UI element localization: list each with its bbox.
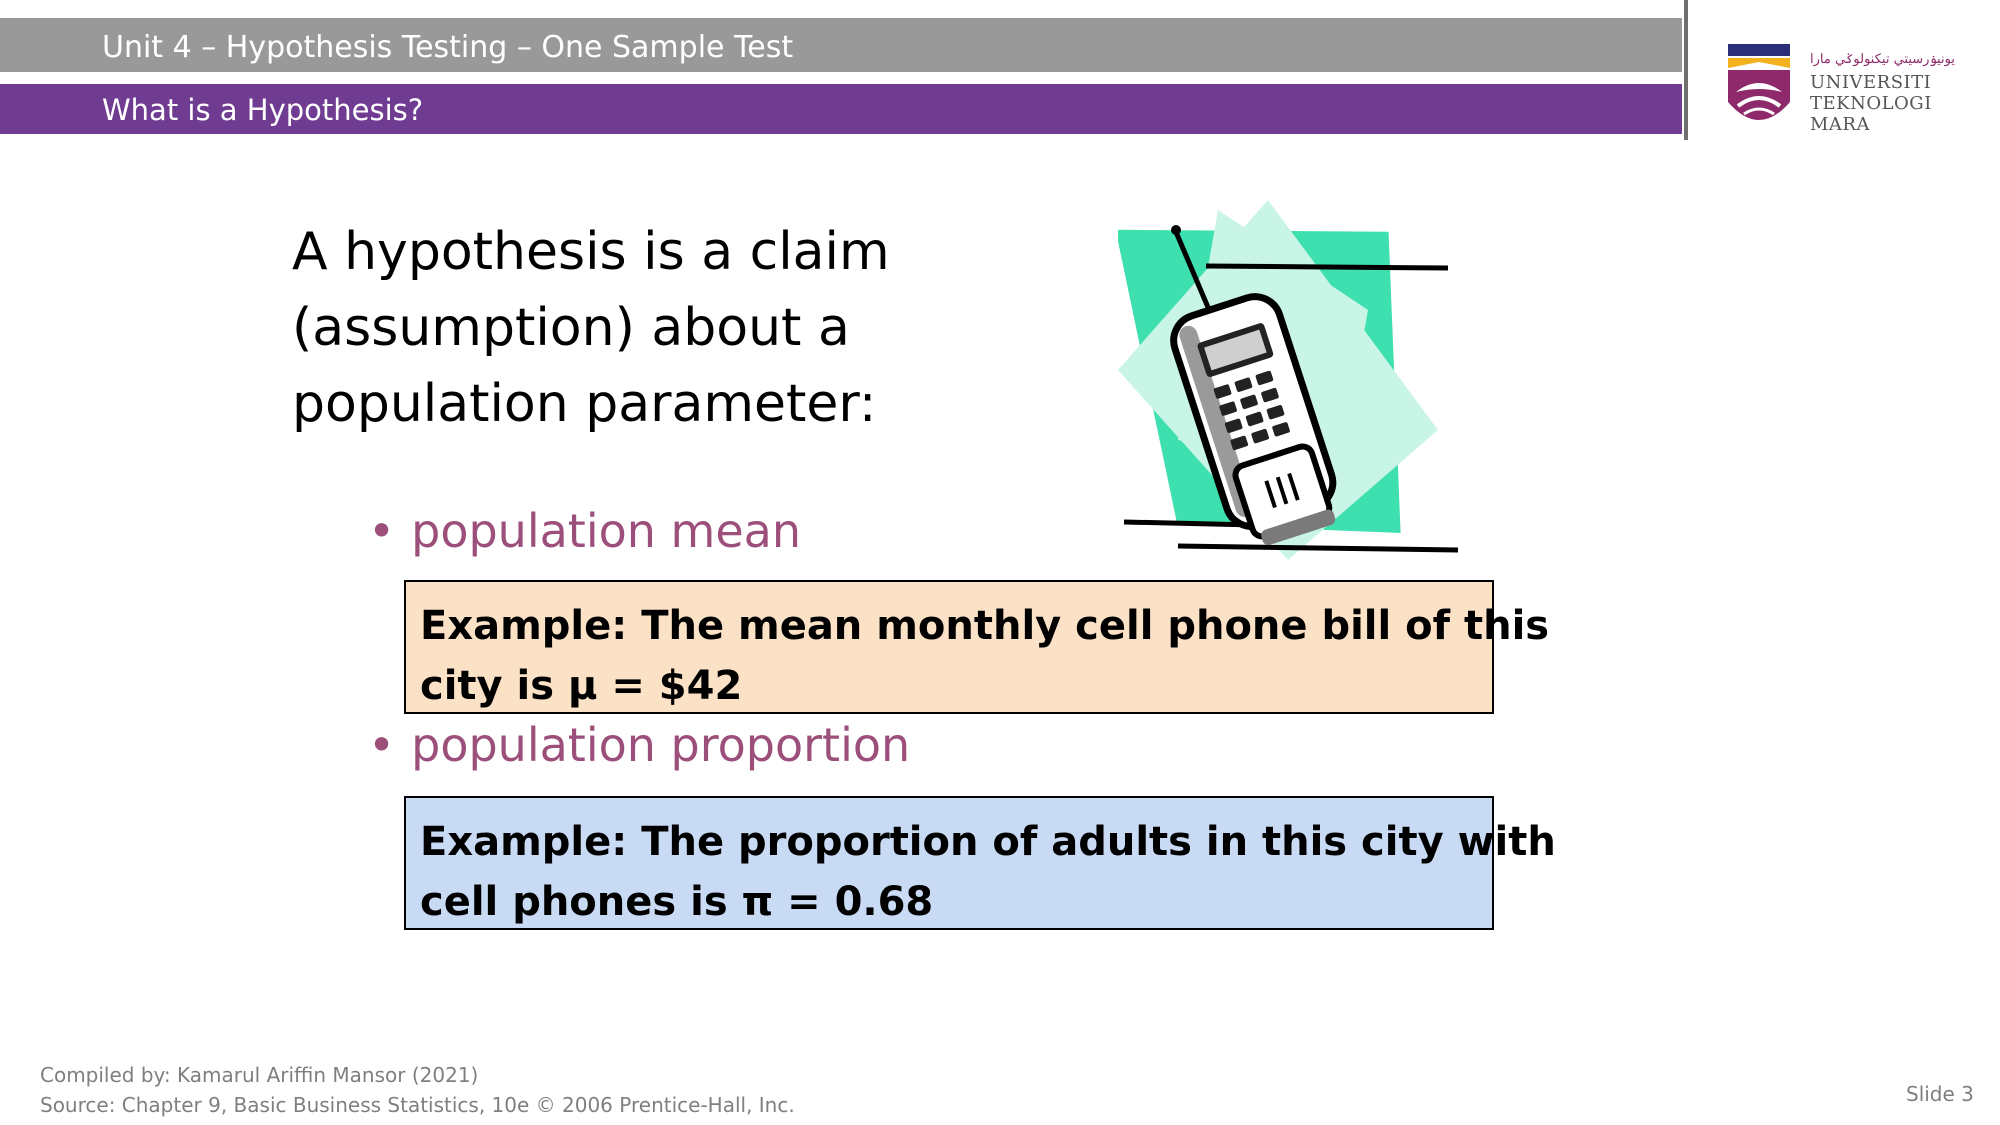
unit-title: Unit 4 – Hypothesis Testing – One Sample… <box>102 30 794 65</box>
example-line: cell phones is π = 0.68 <box>420 879 934 925</box>
bullet-dot: • <box>368 504 396 558</box>
example-box-mean: Example: The mean monthly cell phone bil… <box>404 580 1550 714</box>
example-line: Example: The proportion of adults in thi… <box>420 819 1556 865</box>
bullet-population-mean: • population mean <box>368 504 801 558</box>
university-name-line2: TEKNOLOGI <box>1810 93 1932 114</box>
topic-title: What is a Hypothesis? <box>102 93 424 127</box>
footer-compiled-by: Compiled by: Kamarul Ariffin Mansor (202… <box>40 1063 479 1087</box>
footer-source: Source: Chapter 9, Basic Business Statis… <box>40 1093 795 1117</box>
header-divider <box>1684 0 1688 140</box>
bullet-dot: • <box>368 718 396 772</box>
example-line: Example: The mean monthly cell phone bil… <box>420 603 1550 649</box>
university-logo: يونيۏرسيتي تيكنولوݢي مارا UNIVERSITI TEK… <box>1722 40 1955 150</box>
university-crest-icon <box>1728 44 1790 120</box>
university-name-line3: MARA <box>1810 114 1870 135</box>
slide-title: A hypothesis is a claim (assumption) abo… <box>292 222 890 434</box>
bullet-population-proportion: • population proportion <box>368 718 910 772</box>
unit-title-bar: Unit 4 – Hypothesis Testing – One Sample… <box>0 18 1682 72</box>
footer: Compiled by: Kamarul Ariffin Mansor (202… <box>40 1060 795 1120</box>
bullet-label: population proportion <box>411 718 911 772</box>
university-name-line1: UNIVERSITI <box>1810 72 1932 93</box>
cell-phone-illustration <box>1118 200 1459 560</box>
example-box-proportion: Example: The proportion of adults in thi… <box>404 796 1556 930</box>
example-line: city is μ = $42 <box>420 663 743 709</box>
bullet-label: population mean <box>411 504 801 558</box>
university-jawi: يونيۏرسيتي تيكنولوݢي مارا <box>1810 52 1955 67</box>
university-name: يونيۏرسيتي تيكنولوݢي مارا UNIVERSITI TEK… <box>1810 52 1955 135</box>
slide-number: Slide 3 <box>1906 1082 1974 1106</box>
topic-title-bar: What is a Hypothesis? <box>0 84 1682 134</box>
